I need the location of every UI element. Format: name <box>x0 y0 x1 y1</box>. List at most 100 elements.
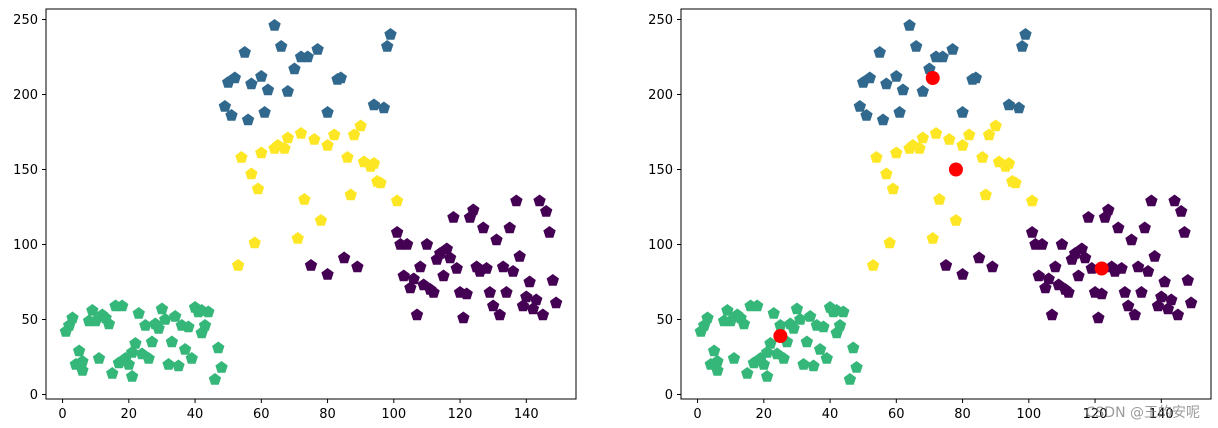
data-point-cluster_purple <box>404 281 417 294</box>
data-point-cluster_yellow <box>251 182 265 195</box>
data-point-cluster_teal <box>760 346 774 358</box>
data-point-cluster_purple <box>1092 311 1105 324</box>
data-point-cluster_purple <box>520 290 533 303</box>
data-point-cluster_yellow <box>916 131 929 144</box>
data-point-cluster_blue <box>241 113 255 126</box>
data-point-cluster_teal <box>817 320 830 333</box>
data-point-cluster_teal <box>165 335 179 348</box>
x-tick-label: 0 <box>693 407 701 422</box>
data-point-cluster_teal <box>162 358 175 370</box>
data-point-cluster_purple <box>397 269 410 282</box>
data-point-cluster_teal <box>727 352 741 364</box>
data-point-cluster_teal <box>129 337 142 349</box>
data-point-cluster_purple <box>1171 308 1185 321</box>
data-point-cluster_teal <box>843 373 857 385</box>
data-point-cluster_blue <box>880 77 893 90</box>
y-tick-label: 200 <box>648 88 673 103</box>
data-point-cluster_blue <box>258 106 271 118</box>
data-point-cluster_blue <box>853 100 867 112</box>
data-point-cluster_blue <box>281 85 294 97</box>
data-point-cluster_blue <box>936 50 949 63</box>
data-point-cluster_teal <box>212 341 225 354</box>
data-point-cluster_purple <box>1122 299 1135 312</box>
data-point-cluster_teal <box>807 359 820 372</box>
data-point-cluster_teal <box>178 343 192 355</box>
data-point-cluster_purple <box>1165 293 1178 306</box>
data-point-cluster_purple <box>1095 287 1108 300</box>
data-point-cluster_blue <box>218 100 232 112</box>
data-point-cluster_purple <box>490 233 503 246</box>
data-point-cluster_teal <box>813 343 827 355</box>
data-point-cluster_teal <box>837 305 850 318</box>
data-point-cluster_yellow <box>341 151 354 163</box>
data-point-cluster_purple <box>321 268 334 280</box>
data-point-cluster_purple <box>506 265 520 277</box>
data-point-cluster_blue <box>268 19 281 31</box>
data-point-cluster_purple <box>351 260 364 273</box>
data-point-cluster_yellow <box>890 146 903 159</box>
data-point-cluster_blue <box>893 106 906 118</box>
data-point-cluster_teal <box>72 344 86 357</box>
data-point-cluster_teal <box>757 358 770 370</box>
data-point-cluster_purple <box>440 242 453 255</box>
data-point-cluster_yellow <box>989 119 1002 132</box>
data-point-cluster_teal <box>737 317 751 330</box>
data-point-cluster_purple <box>546 274 559 286</box>
data-point-cluster_yellow <box>963 128 976 141</box>
data-point-cluster_teal <box>721 304 734 316</box>
data-point-cluster_purple <box>972 251 986 264</box>
data-point-cluster_teal <box>208 373 222 385</box>
data-point-cluster_purple <box>427 286 440 298</box>
data-point-cluster_teal <box>833 319 847 331</box>
data-point-cluster_blue <box>228 71 241 84</box>
data-point-cluster_purple <box>1049 260 1062 273</box>
data-point-cluster_blue <box>238 46 251 58</box>
y-tick-label: 150 <box>648 163 673 178</box>
data-point-cluster_purple <box>420 238 434 250</box>
data-point-cluster_yellow <box>943 133 956 145</box>
y-tick-label: 0 <box>665 388 673 403</box>
data-point-cluster_purple <box>1055 238 1069 250</box>
data-point-cluster_purple <box>1032 269 1045 282</box>
right-scatter-plot: 0 20 40 60 80 100 120 140 0 50 100 150 200 250 <box>648 8 1212 422</box>
data-point-cluster_blue <box>1012 101 1026 114</box>
data-point-cluster_teal <box>169 310 182 322</box>
data-point-cluster_teal <box>707 344 721 357</box>
y-tick-label: 50 <box>656 313 673 328</box>
data-point-cluster_teal <box>701 311 714 324</box>
data-point-cluster_blue <box>916 85 929 97</box>
data-point-cluster_purple <box>1148 250 1161 262</box>
data-point-cluster_purple <box>450 262 463 274</box>
data-point-cluster_teal <box>116 299 129 312</box>
data-point-cluster_purple <box>410 308 424 321</box>
data-point-cluster_teal <box>152 322 165 334</box>
data-point-cluster_yellow <box>328 128 341 141</box>
data-point-cluster_blue <box>873 46 886 58</box>
data-point-cluster_purple <box>1128 308 1141 321</box>
data-point-cluster_purple <box>1039 281 1052 294</box>
data-point-cluster_purple <box>956 268 969 280</box>
y-tick-label: 250 <box>13 13 38 28</box>
data-point-cluster_teal <box>139 319 152 331</box>
data-point-cluster_teal <box>847 341 860 354</box>
data-point-cluster_purple <box>1042 272 1055 285</box>
data-point-cluster_yellow <box>866 259 880 271</box>
data-point-cluster_yellow <box>949 214 963 226</box>
data-point-cluster_teal <box>760 370 774 382</box>
x-tick-label: 120 <box>1083 407 1108 422</box>
data-point-cluster_purple <box>1078 251 1092 264</box>
data-point-cluster_purple <box>447 211 460 223</box>
data-point-cluster_purple <box>487 299 500 312</box>
data-point-cluster_blue <box>910 40 923 52</box>
data-point-cluster_yellow <box>344 188 357 201</box>
data-point-cluster_purple <box>390 226 404 238</box>
data-point-cluster_purple <box>523 275 536 288</box>
data-point-cluster_teal <box>764 337 777 349</box>
x-tick-label: 80 <box>954 407 971 422</box>
data-point-cluster_purple <box>536 308 550 321</box>
data-point-cluster_teal <box>790 302 804 315</box>
data-point-cluster_purple <box>530 293 543 306</box>
data-point-cluster_yellow <box>870 151 883 163</box>
data-point-cluster_teal <box>122 358 135 370</box>
centroid-point <box>1094 261 1109 276</box>
